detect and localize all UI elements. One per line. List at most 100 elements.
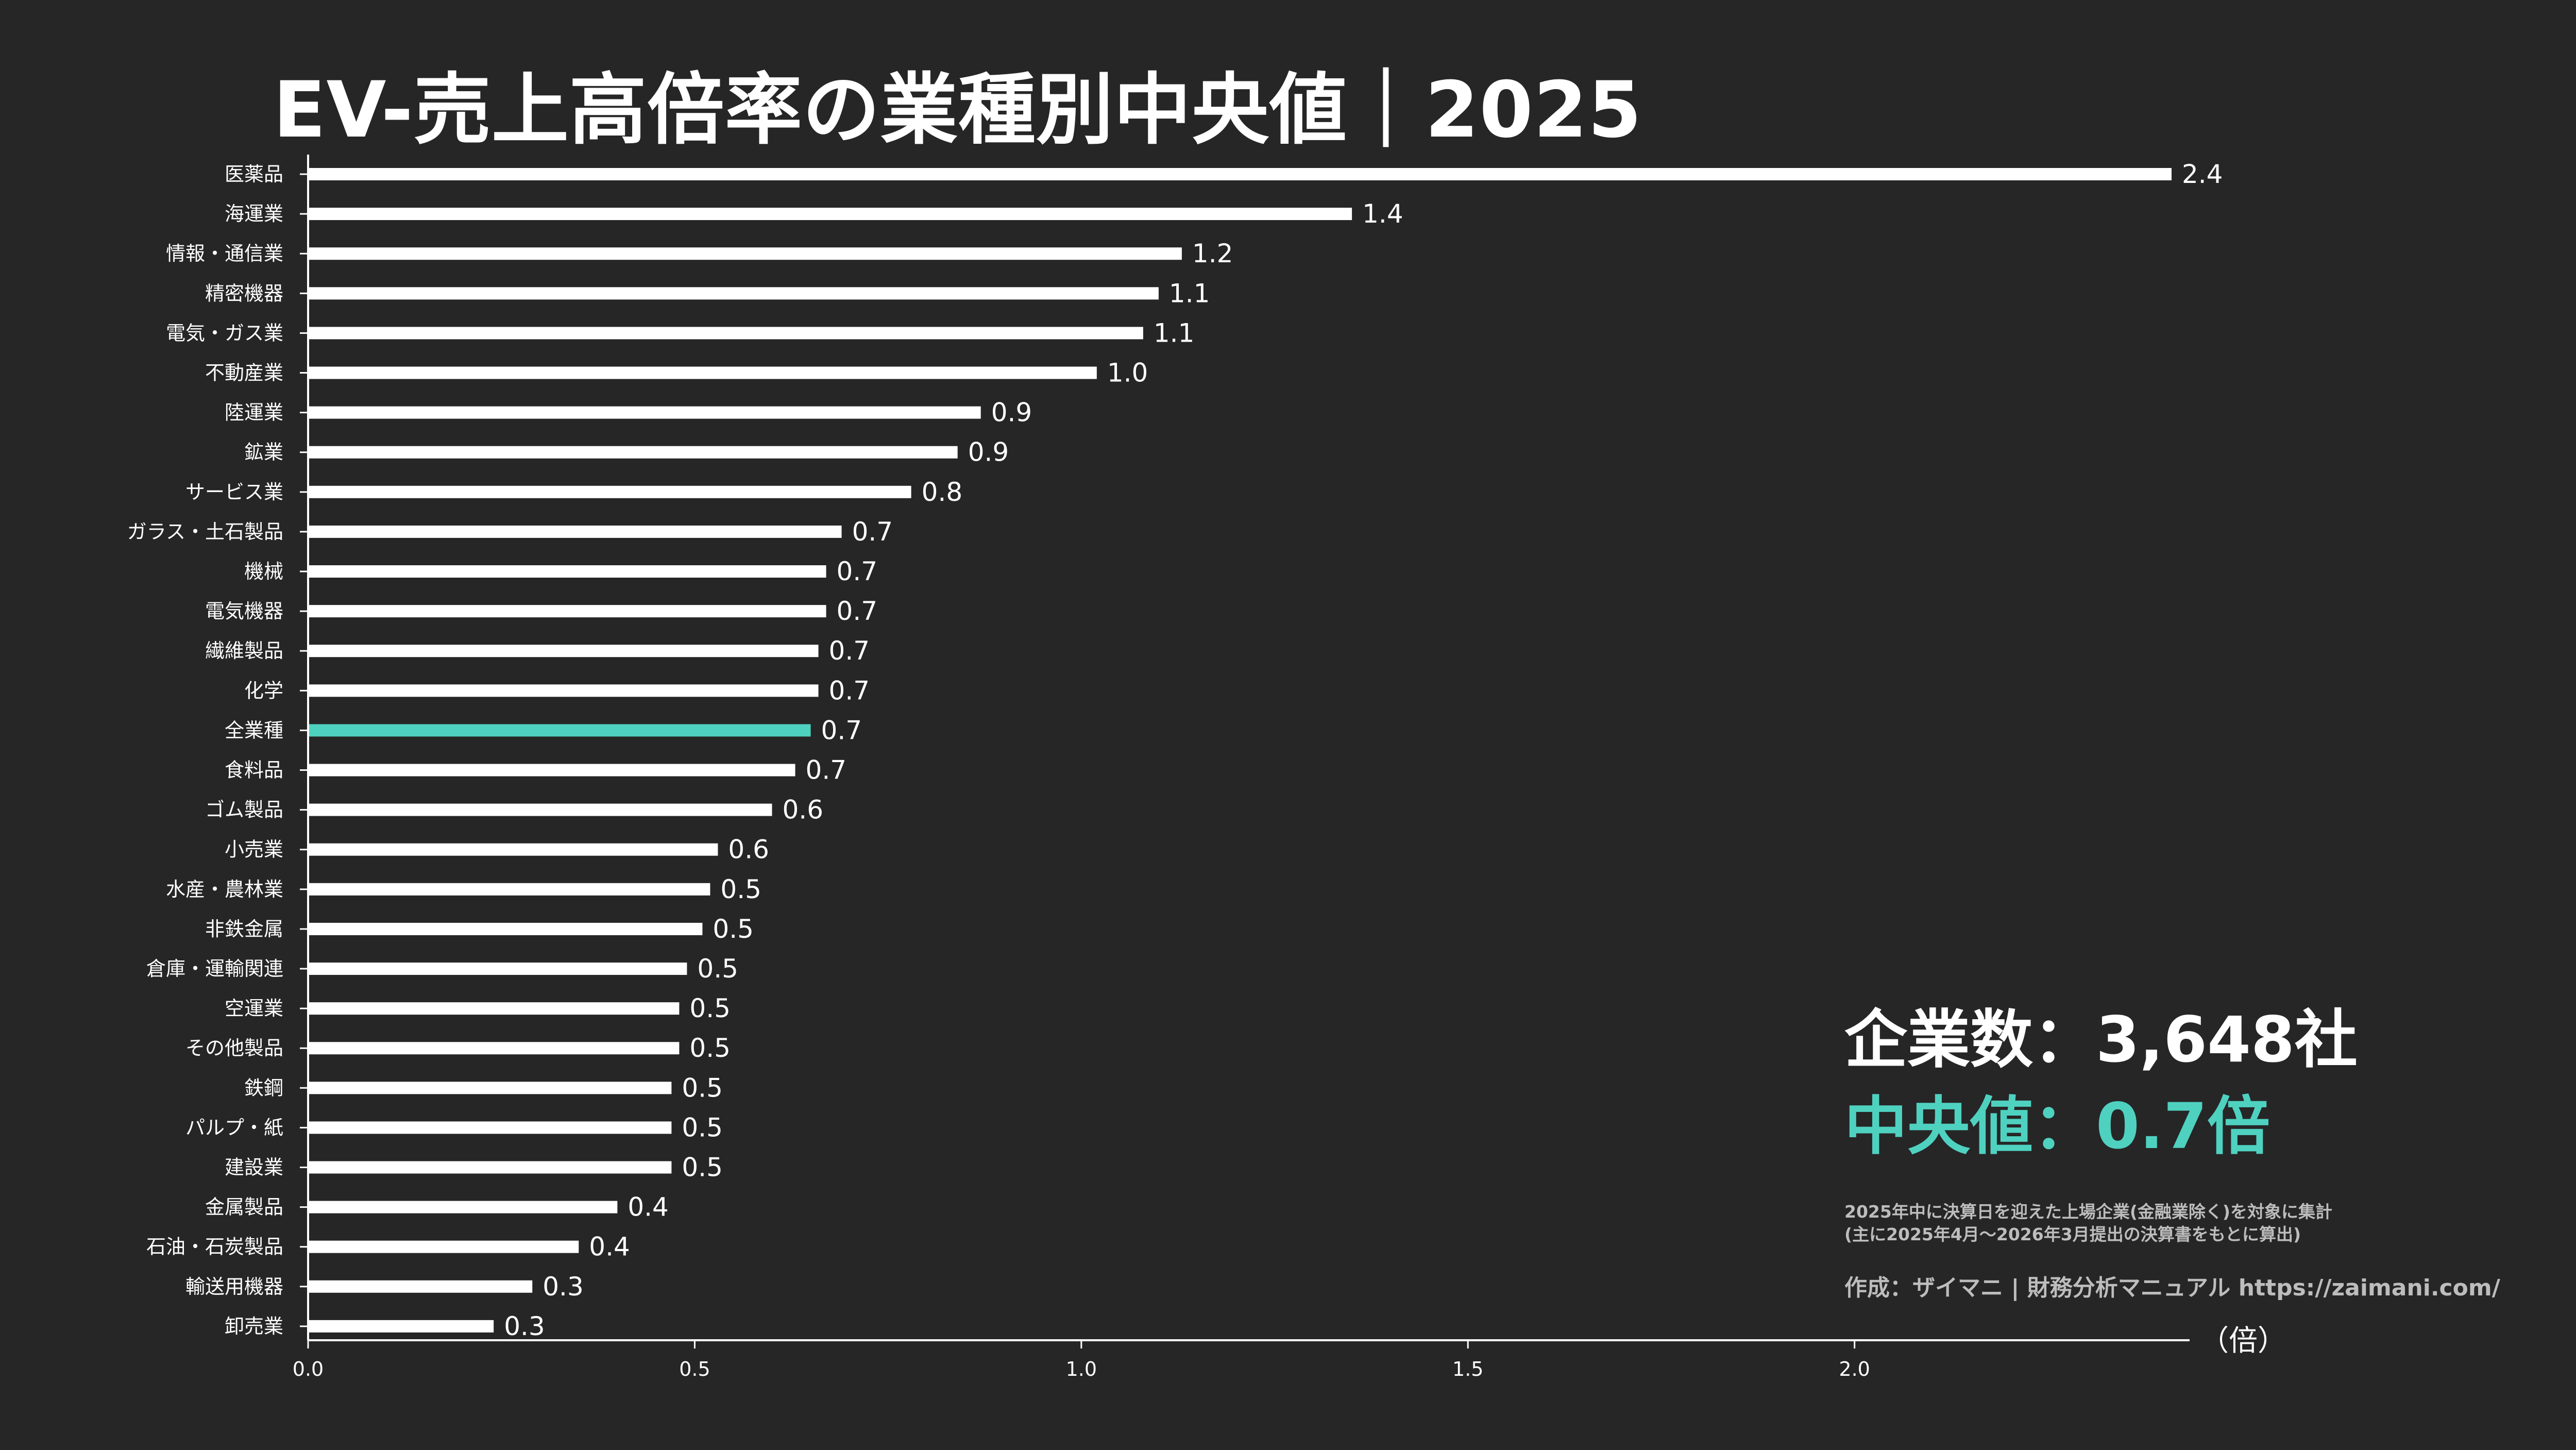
credit-line: 作成：ザイマニ | 財務分析マニュアル https://zaimani.com/ [1844,1274,2500,1301]
bar-建設業 [308,1161,672,1174]
category-label-ゴム製品: ゴム製品 [205,799,283,821]
value-label-建設業: 0.5 [682,1153,723,1183]
bar-パルプ・紙 [308,1121,672,1134]
bar-水産・農林業 [308,883,710,896]
bar-不動産業 [308,366,1097,379]
bar-小売業 [308,843,718,856]
bar-ゴム製品 [308,803,772,816]
value-label-空運業: 0.5 [689,993,731,1023]
category-label-鉄鋼: 鉄鋼 [244,1076,283,1099]
bar-化学 [308,684,819,697]
bar-精密機器 [308,287,1159,300]
bar-空運業 [308,1002,680,1015]
bar-石油・石炭製品 [308,1240,579,1253]
bar-その他製品 [308,1042,680,1055]
bar-鉄鋼 [308,1082,672,1094]
bar-電気機器 [308,605,826,618]
x-axis-unit-label: （倍） [2200,1324,2286,1358]
category-label-不動産業: 不動産業 [205,362,283,384]
value-label-繊維製品: 0.7 [829,636,870,666]
x-tick-label-0.5: 0.5 [679,1358,710,1380]
value-label-金属製品: 0.4 [628,1192,669,1222]
bar-機械 [308,565,826,578]
category-label-卸売業: 卸売業 [225,1315,283,1338]
category-label-海運業: 海運業 [225,203,283,225]
median-summary: 中央値：0.7倍 [1844,1090,2270,1164]
x-tick-label-1.0: 1.0 [1066,1358,1097,1380]
category-label-医薬品: 医薬品 [225,163,283,186]
value-label-電気機器: 0.7 [837,596,878,626]
value-label-食料品: 0.7 [806,755,847,785]
category-label-小売業: 小売業 [225,838,283,861]
bar-卸売業 [308,1320,494,1333]
value-label-その他製品: 0.5 [689,1033,731,1063]
bar-繊維製品 [308,645,819,657]
value-label-鉄鋼: 0.5 [682,1073,723,1103]
category-label-倉庫・運輸関連: 倉庫・運輸関連 [146,957,283,980]
bar-海運業 [308,208,1352,221]
value-label-情報・通信業: 1.2 [1192,239,1233,268]
x-tick-label-0.0: 0.0 [293,1358,324,1380]
category-label-精密機器: 精密機器 [205,282,283,305]
category-label-非鉄金属: 非鉄金属 [205,918,283,940]
bar-鉱業 [308,446,958,459]
value-label-医薬品: 2.4 [2182,159,2223,189]
info-panel: 企業数：3,648社 中央値：0.7倍 2025年中に決算日を迎えた上場企業(金… [1844,1002,2500,1302]
value-label-電気・ガス業: 1.1 [1154,318,1195,348]
bar-陸運業 [308,406,981,419]
value-label-全業種: 0.7 [821,715,862,745]
category-label-電気・ガス業: 電気・ガス業 [166,322,283,344]
category-label-輸送用機器: 輸送用機器 [185,1275,283,1298]
category-label-全業種: 全業種 [225,719,283,741]
category-label-化学: 化学 [244,679,283,702]
category-label-空運業: 空運業 [225,997,283,1020]
x-tick-label-1.5: 1.5 [1452,1358,1483,1380]
value-label-精密機器: 1.1 [1169,278,1210,308]
bar-倉庫・運輸関連 [308,963,687,975]
value-label-小売業: 0.6 [728,835,769,865]
value-label-陸運業: 0.9 [991,398,1032,428]
category-label-パルプ・紙: パルプ・紙 [185,1116,283,1139]
category-label-ガラス・土石製品: ガラス・土石製品 [127,520,283,543]
bar-食料品 [308,764,795,777]
category-label-建設業: 建設業 [225,1156,283,1179]
bar-情報・通信業 [308,247,1182,260]
category-label-情報・通信業: 情報・通信業 [166,242,283,265]
category-label-その他製品: その他製品 [185,1037,283,1059]
bar-全業種 [308,724,811,737]
value-label-倉庫・運輸関連: 0.5 [697,954,738,984]
axes-layer: 医薬品海運業情報・通信業精密機器電気・ガス業不動産業陸運業鉱業サービス業ガラス・… [127,155,2286,1380]
category-label-サービス業: サービス業 [185,481,283,503]
category-label-機械: 機械 [244,560,283,583]
value-label-パルプ・紙: 0.5 [682,1112,723,1142]
value-label-サービス業: 0.8 [922,477,963,507]
value-label-水産・農林業: 0.5 [720,874,761,904]
value-label-鉱業: 0.9 [968,437,1009,467]
bar-医薬品 [308,168,2172,180]
x-tick-label-2.0: 2.0 [1839,1358,1870,1380]
chart-title: EV-売上高倍率の業種別中央値｜2025 [273,65,1642,155]
note-line-2: (主に2025年4月〜2026年3月提出の決算書をもとに算出) [1844,1224,2301,1245]
category-label-陸運業: 陸運業 [225,401,283,424]
category-label-石油・石炭製品: 石油・石炭製品 [146,1236,283,1258]
category-label-繊維製品: 繊維製品 [205,639,283,662]
value-label-機械: 0.7 [837,557,878,586]
value-label-ガラス・土石製品: 0.7 [852,517,893,547]
bar-輸送用機器 [308,1280,533,1293]
value-label-ゴム製品: 0.6 [782,795,823,825]
value-label-化学: 0.7 [829,676,870,705]
category-label-水産・農林業: 水産・農林業 [166,878,283,901]
value-label-非鉄金属: 0.5 [713,914,754,944]
value-label-海運業: 1.4 [1362,199,1403,229]
bar-非鉄金属 [308,922,703,935]
category-label-電気機器: 電気機器 [205,600,283,622]
note-line-1: 2025年中に決算日を迎えた上場企業(金融業除く)を対象に集計 [1844,1201,2333,1222]
company-count: 企業数：3,648社 [1844,1003,2358,1076]
value-label-石油・石炭製品: 0.4 [589,1232,630,1262]
bar-サービス業 [308,485,911,498]
category-label-食料品: 食料品 [225,759,283,782]
category-label-金属製品: 金属製品 [205,1196,283,1219]
value-label-輸送用機器: 0.3 [543,1272,584,1302]
bar-電気・ガス業 [308,327,1143,340]
